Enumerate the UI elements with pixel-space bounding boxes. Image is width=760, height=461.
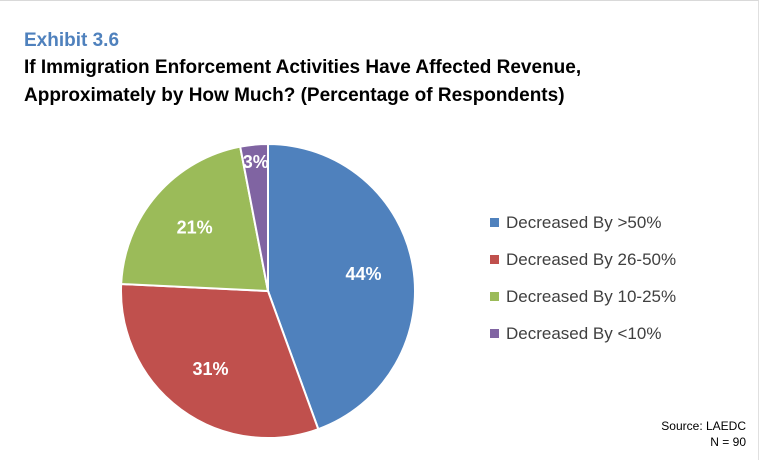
source-text: Source: LAEDC [661,419,746,433]
pie-slice [120,282,320,439]
exhibit-label: Exhibit 3.6 [24,30,120,51]
slice-data-label: 44% [346,264,382,284]
legend-swatch [490,255,499,264]
legend-item: Decreased By 10-25% [490,278,676,315]
chart-title-line-1: If Immigration Enforcement Activities Ha… [24,57,582,78]
chart-legend: Decreased By >50% Decreased By 26-50% De… [490,204,676,352]
pie-slice [267,142,416,431]
legend-label: Decreased By <10% [506,323,662,343]
slice-data-label: 31% [192,359,228,379]
legend-item: Decreased By 26-50% [490,241,676,278]
legend-item: Decreased By <10% [490,315,676,352]
legend-swatch [490,329,499,338]
legend-swatch [490,292,499,301]
chart-title-line-2: Approximately by How Much? (Percentage o… [24,85,565,106]
slice-data-label: 3% [243,152,269,172]
legend-label: Decreased By 26-50% [506,249,677,269]
pie-slice [239,142,269,292]
legend-label: Decreased By 10-25% [506,286,677,306]
sample-size: N = 90 [710,435,746,449]
source-note: Source: LAEDC N = 90 [661,418,746,450]
pie-slice [120,145,270,293]
slice-data-label: 21% [177,217,213,237]
legend-label: Decreased By >50% [506,212,662,232]
legend-swatch [490,218,499,227]
legend-item: Decreased By >50% [490,204,676,241]
